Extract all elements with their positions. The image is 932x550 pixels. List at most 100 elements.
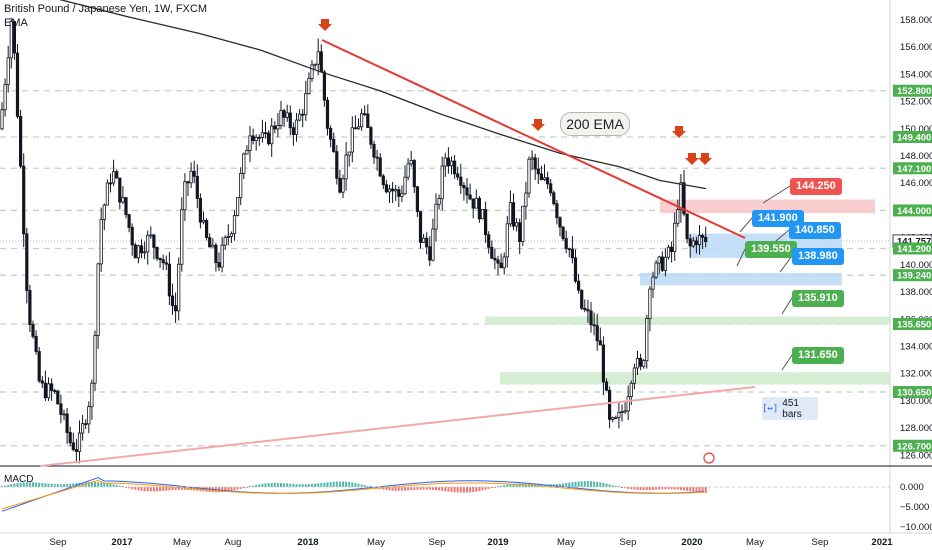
candle-body: [670, 246, 674, 252]
macd-histogram-bar: [385, 487, 388, 491]
candle: [180, 197, 184, 272]
candle: [266, 130, 271, 146]
candle-body: [645, 318, 649, 361]
callout-139-550[interactable]: 139.550: [745, 241, 797, 258]
candle: [22, 153, 26, 247]
candle-body: [657, 256, 661, 264]
candle: [133, 242, 137, 259]
candle: [105, 179, 109, 206]
price-level-badge: [893, 162, 932, 175]
macd-histogram-bar: [444, 487, 447, 492]
macd-histogram-bar: [683, 487, 685, 491]
candle: [493, 248, 497, 270]
candle: [626, 385, 630, 420]
time-tick-label: 2021: [871, 537, 893, 548]
candle: [189, 162, 193, 189]
macd-histogram-bar: [44, 483, 47, 487]
macd-histogram-bar: [311, 483, 313, 487]
candle: [496, 255, 500, 276]
candle-body: [468, 194, 472, 200]
macd-histogram-bar: [670, 487, 673, 490]
candle-body: [28, 290, 32, 325]
candle-body: [266, 132, 271, 145]
macd-histogram-bar: [236, 487, 239, 490]
candle: [480, 209, 485, 220]
resistance-trendline: [321, 39, 746, 239]
candle: [465, 177, 469, 204]
candle: [428, 236, 432, 267]
candle-body: [68, 432, 72, 444]
candle: [102, 203, 106, 231]
callout-135-910[interactable]: 135.910: [792, 290, 844, 307]
macd-histogram-bar: [112, 484, 115, 487]
candle-body: [226, 236, 230, 238]
candle-body: [691, 240, 695, 247]
macd-histogram-bar: [447, 487, 450, 492]
candle-body: [161, 259, 165, 264]
candle: [632, 363, 637, 390]
candle-body: [325, 99, 330, 129]
callout-140-850[interactable]: 140.850: [789, 222, 841, 239]
candle: [533, 153, 537, 181]
macd-indicator-label[interactable]: MACD: [4, 474, 34, 485]
candle: [694, 236, 699, 254]
candle: [589, 301, 593, 333]
candle: [685, 213, 689, 244]
candle: [3, 78, 7, 117]
candle: [81, 414, 85, 441]
candle: [195, 164, 199, 209]
time-tick-label: 2020: [681, 537, 702, 548]
candle: [208, 233, 212, 248]
price-tick-label: 158.000: [900, 15, 932, 26]
macd-tick-label: −10.000: [900, 522, 932, 533]
ema-indicator-label[interactable]: EMA: [4, 17, 28, 29]
callout-141-900[interactable]: 141.900: [752, 210, 804, 227]
macd-histogram-bar: [701, 487, 704, 493]
candle-body: [316, 51, 320, 65]
candle: [25, 227, 29, 304]
candle: [192, 160, 196, 184]
candle: [245, 145, 249, 155]
candle: [446, 147, 451, 174]
candle: [701, 233, 705, 250]
candle-body: [421, 237, 426, 243]
candle-body: [257, 136, 261, 139]
candle-body: [434, 203, 438, 230]
price-tick-label: 126.000: [900, 450, 932, 461]
candle: [198, 193, 202, 229]
candle: [9, 17, 13, 69]
candle-body: [685, 213, 689, 240]
candle: [645, 314, 649, 369]
candle-body: [443, 157, 447, 167]
callout-131-650[interactable]: 131.650: [792, 347, 844, 364]
callout-138-980[interactable]: 138.980: [792, 248, 844, 265]
macd-histogram-bar: [459, 487, 462, 493]
price-level-badge: [893, 204, 932, 217]
candle-body: [366, 113, 370, 128]
range-icon: [↔]: [762, 403, 779, 414]
candle-body: [431, 228, 435, 261]
candle-body: [127, 214, 131, 228]
macd-histogram-bar: [655, 487, 658, 490]
time-tick-label: Sep: [50, 537, 67, 548]
callout-144-250[interactable]: 144.250: [790, 178, 842, 195]
candle-body: [533, 157, 537, 170]
candle-body: [229, 233, 233, 237]
candle: [270, 118, 274, 157]
candle-body: [632, 367, 637, 384]
symbol-title[interactable]: British Pound / Japanese Yen, 1W, FXCM: [4, 3, 208, 15]
candle-body: [483, 209, 488, 236]
candle: [328, 125, 333, 148]
candle-body: [601, 344, 606, 383]
macd-histogram-bar: [301, 484, 304, 487]
candle-body: [589, 310, 593, 326]
candle-body: [660, 256, 664, 271]
price-level-label: 147.100: [897, 164, 931, 175]
macd-histogram-bar: [7, 484, 10, 487]
macd-histogram-bar: [230, 487, 233, 491]
candle-body: [59, 403, 63, 415]
candle: [294, 112, 299, 142]
candle: [177, 257, 181, 321]
